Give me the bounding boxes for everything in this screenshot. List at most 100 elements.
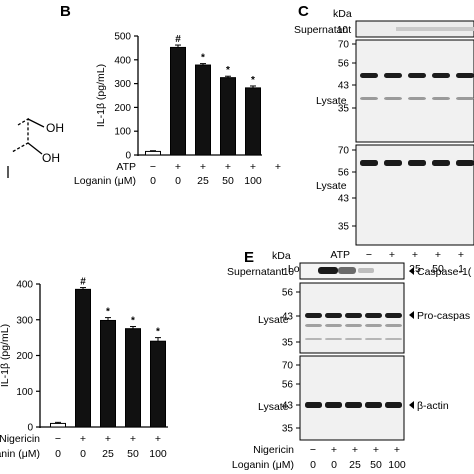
mw-tick-label: 70 <box>338 40 350 51</box>
kda-label: kDa <box>272 250 291 262</box>
band-annotation: β-actin <box>417 400 449 412</box>
blot-band <box>408 73 426 78</box>
mw-tick-label: 56 <box>282 288 294 299</box>
western-blot-e: kDa Supernatant 10 Caspase-1( Lysate 564… <box>227 250 472 471</box>
treatment-value: − <box>55 433 61 445</box>
arrowhead-icon <box>409 311 414 319</box>
blot-band <box>325 313 342 318</box>
significance-mark: * <box>251 75 255 86</box>
treatment-value: − <box>366 249 372 261</box>
blot-band <box>305 313 322 318</box>
panel-label-e: E <box>244 249 254 266</box>
blot-row-label: Lysate <box>258 401 289 413</box>
treatment-value: + <box>331 444 337 456</box>
bar <box>245 87 261 156</box>
mw-tick-label: 70 <box>282 361 294 372</box>
blot-band <box>365 338 382 340</box>
blot-band <box>385 402 402 408</box>
treatment-value: + <box>275 161 281 173</box>
blot-band <box>358 268 374 273</box>
treatment-value: 1 <box>458 263 464 275</box>
significance-mark: * <box>131 316 135 327</box>
western-blot-c: kDa Supernatant 10 Lysate 70 56 43 35 Lysat… <box>288 8 474 275</box>
blot-band <box>305 324 322 327</box>
blot-band <box>365 402 382 408</box>
treatment-value: + <box>389 249 395 261</box>
bar <box>75 288 91 428</box>
blot-band <box>384 160 402 166</box>
significance-mark: * <box>226 65 230 76</box>
blot-band <box>305 338 322 340</box>
treatment-row-label: Nigericin <box>0 433 40 445</box>
mw-tick-label: 35 <box>282 338 294 349</box>
treatment-row-label: ATP <box>330 249 350 261</box>
blot-band <box>384 73 402 78</box>
treatment-value: 25 <box>197 175 209 187</box>
blot-band <box>345 402 362 408</box>
blot-row-label: Lysate <box>316 95 347 107</box>
blot-band <box>325 338 342 340</box>
blot-band <box>365 313 382 318</box>
significance-mark: # <box>175 34 181 45</box>
blot-row-label: Lysate <box>316 180 347 192</box>
blot-band <box>408 97 426 100</box>
mw-tick-label: 35 <box>338 104 350 115</box>
treatment-value: + <box>435 249 441 261</box>
treatment-value: 50 <box>127 448 139 460</box>
blot-band <box>432 97 450 100</box>
significance-mark: # <box>80 277 86 288</box>
bar <box>100 319 116 428</box>
y-tick-label: 0 <box>27 423 33 434</box>
treatment-value: 0 <box>310 459 316 471</box>
y-axis-label: IL-1β (pg/mL) <box>0 324 11 387</box>
treatment-value: + <box>373 444 379 456</box>
y-axis-label: IL-1β (pg/mL) <box>95 64 107 127</box>
panel-label-c: C <box>298 3 309 20</box>
mw-tick-label: 56 <box>338 168 350 179</box>
treatment-value: + <box>155 433 161 445</box>
y-tick-label: 400 <box>114 55 131 66</box>
blot-band <box>345 313 362 318</box>
significance-mark: * <box>156 327 160 338</box>
treatment-value: 100 <box>149 448 167 460</box>
treatment-value: + <box>130 433 136 445</box>
y-tick-label: 200 <box>114 103 131 114</box>
blot-band <box>360 97 378 100</box>
bar <box>220 77 236 156</box>
bar <box>150 340 166 428</box>
blot-band <box>385 313 402 318</box>
mw-tick-label: 35 <box>338 222 350 233</box>
mw-tick-label: 43 <box>338 194 350 205</box>
blot-band-faint <box>396 27 474 31</box>
treatment-value: 25 <box>349 459 361 471</box>
treatment-value: 100 <box>388 459 406 471</box>
treatment-row-label: Loganin (μM) <box>0 448 40 460</box>
blot-band <box>432 73 450 78</box>
bar <box>125 328 141 428</box>
blot-band <box>456 160 474 166</box>
chemical-structure: OH OH <box>7 117 64 178</box>
hydroxyl-label: OH <box>46 121 64 135</box>
treatment-value: + <box>175 161 181 173</box>
y-tick-label: 300 <box>16 315 33 326</box>
y-tick-label: 300 <box>114 79 131 90</box>
blot-band <box>385 324 402 327</box>
treatment-value: 0 <box>331 459 337 471</box>
treatment-row-label: Nigericin <box>253 444 294 456</box>
blot-band <box>305 402 322 408</box>
blot-band <box>408 160 426 166</box>
blot-band <box>385 338 402 340</box>
treatment-value: − <box>150 161 156 173</box>
mw-tick-label: 10 <box>283 267 295 278</box>
arrowhead-icon <box>409 267 414 275</box>
y-tick-label: 0 <box>125 151 131 162</box>
mw-tick-label: 43 <box>282 312 294 323</box>
treatment-value: 0 <box>150 175 156 187</box>
treatment-value: + <box>105 433 111 445</box>
mw-tick-label: 43 <box>282 401 294 412</box>
bar <box>195 64 211 156</box>
treatment-value: 100 <box>244 175 262 187</box>
band-annotation: Caspase-1( <box>417 266 472 278</box>
arrowhead-icon <box>409 401 414 409</box>
